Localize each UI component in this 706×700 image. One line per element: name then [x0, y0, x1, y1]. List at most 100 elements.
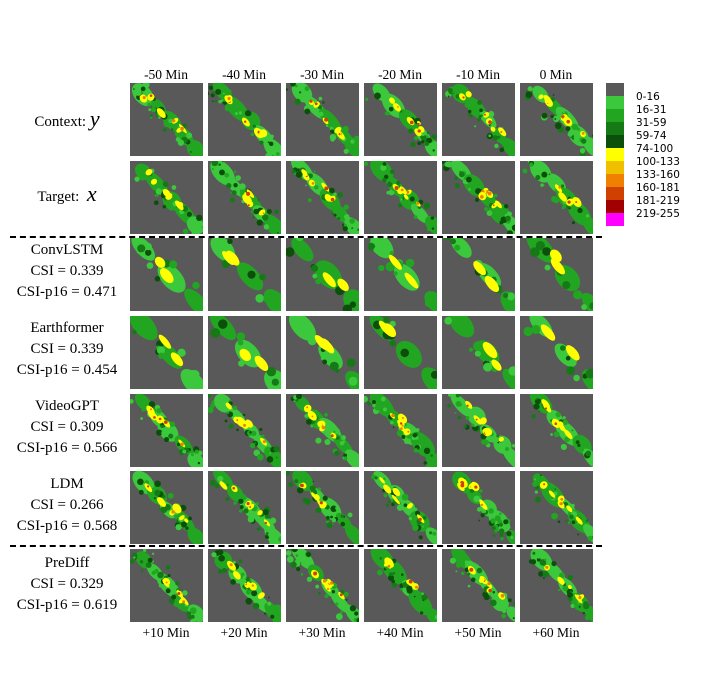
radar-echo-speck: [188, 370, 197, 379]
radar-echo-speck: [212, 100, 214, 103]
radar-echo-speck: [144, 242, 152, 251]
radar-echo-speck: [470, 577, 476, 583]
radar-echo-speck: [388, 572, 393, 577]
radar-echo-speck: [584, 217, 589, 223]
radar-echo-core: [478, 577, 485, 583]
radar-echo-speck: [531, 324, 541, 334]
radar-echo-speck: [348, 376, 358, 386]
radar-echo-speck: [382, 162, 387, 166]
radar-echo-speck: [236, 332, 246, 341]
radar-echo-region: [289, 316, 316, 341]
radar-echo-speck: [408, 515, 411, 518]
radar-echo-speck: [463, 486, 471, 494]
radar-frame: [520, 316, 593, 389]
radar-echo-core: [388, 254, 402, 270]
radar-frame-image: [443, 238, 515, 311]
radar-echo-speck: [340, 610, 343, 614]
radar-echo-speck: [365, 97, 369, 101]
radar-echo-speck: [349, 301, 357, 308]
radar-echo-speck: [191, 231, 196, 234]
radar-frame-image: [522, 161, 593, 234]
radar-echo-speck: [238, 111, 242, 115]
radar-echo-speck: [343, 453, 348, 458]
radar-echo-speck: [555, 411, 561, 418]
radar-echo-speck: [160, 506, 168, 514]
radar-echo-core: [538, 94, 544, 100]
radar-echo-peak: [566, 119, 571, 124]
radar-echo-speck: [378, 264, 385, 272]
radar-echo-speck: [488, 111, 495, 118]
context-symbol: y: [89, 106, 100, 131]
radar-echo-speck: [348, 452, 353, 456]
radar-echo-speck: [263, 224, 270, 230]
radar-echo-speck: [431, 227, 435, 230]
model-name: ConvLSTM: [30, 242, 104, 258]
radar-echo-core: [222, 250, 235, 266]
radar-echo-peak: [142, 95, 146, 100]
radar-echo-speck: [588, 444, 591, 447]
radar-echo-speck: [493, 193, 498, 198]
radar-echo-speck: [145, 249, 152, 256]
radar-echo-peak: [492, 204, 495, 207]
radar-echo-speck: [404, 438, 410, 444]
radar-echo-speck: [238, 509, 243, 513]
model-name: VideoGPT: [34, 398, 100, 414]
radar-echo-speck: [530, 559, 537, 565]
radar-frame-image: [286, 83, 359, 156]
radar-echo-speck: [271, 610, 275, 614]
radar-echo-peak: [313, 571, 318, 576]
radar-frame: [130, 83, 203, 156]
radar-echo-peak: [415, 585, 418, 589]
radar-echo-speck: [211, 168, 214, 171]
radar-echo-speck: [548, 173, 551, 176]
radar-frame-image: [367, 238, 437, 311]
radar-echo-speck: [291, 169, 296, 174]
radar-echo-speck: [158, 116, 161, 119]
radar-echo-speck: [505, 447, 510, 452]
radar-echo-peak: [251, 584, 255, 587]
radar-frame: [520, 549, 593, 622]
radar-echo-region: [583, 604, 593, 622]
radar-frame: [286, 316, 359, 389]
radar-echo-speck: [539, 559, 547, 566]
radar-echo-speck: [541, 171, 548, 178]
radar-echo-speck: [445, 161, 453, 168]
radar-echo-speck: [392, 571, 396, 575]
radar-echo-speck: [171, 185, 177, 190]
radar-echo-peak: [500, 130, 503, 134]
radar-echo-core: [170, 352, 184, 367]
radar-echo-core: [383, 484, 392, 494]
radar-echo-speck: [295, 238, 304, 241]
radar-echo-speck: [286, 550, 292, 556]
radar-echo-speck: [337, 191, 344, 198]
radar-echo-region: [291, 549, 315, 570]
radar-echo-region: [421, 367, 437, 389]
radar-echo-speck: [261, 434, 265, 439]
radar-echo-speck: [263, 297, 268, 302]
radar-echo-speck: [239, 183, 246, 190]
legend-label: 160-181: [636, 182, 680, 194]
radar-echo-speck: [475, 197, 480, 202]
radar-echo-speck: [264, 534, 270, 540]
radar-echo-speck: [211, 552, 217, 558]
radar-frame: [286, 238, 359, 311]
radar-echo-speck: [567, 131, 573, 137]
radar-echo-speck: [307, 336, 317, 346]
radar-echo-speck: [400, 198, 403, 201]
radar-echo-speck: [538, 410, 541, 413]
radar-frame: [286, 471, 359, 544]
radar-echo-speck: [403, 503, 408, 508]
radar-echo-core: [317, 421, 323, 427]
radar-echo-speck: [135, 89, 142, 96]
row-label-earthformer: Earthformer CSI = 0.339 CSI-p16 = 0.454: [4, 318, 130, 381]
radar-echo-speck: [157, 571, 164, 579]
radar-echo-speck: [387, 500, 391, 504]
radar-echo-speck: [496, 434, 500, 438]
radar-echo-region: [264, 602, 281, 622]
radar-echo-speck: [374, 167, 378, 171]
radar-echo-speck: [312, 480, 315, 483]
radar-echo-speck: [426, 137, 433, 144]
radar-echo-speck: [477, 118, 481, 122]
radar-echo-speck: [315, 584, 320, 589]
radar-echo-speck: [322, 495, 328, 501]
